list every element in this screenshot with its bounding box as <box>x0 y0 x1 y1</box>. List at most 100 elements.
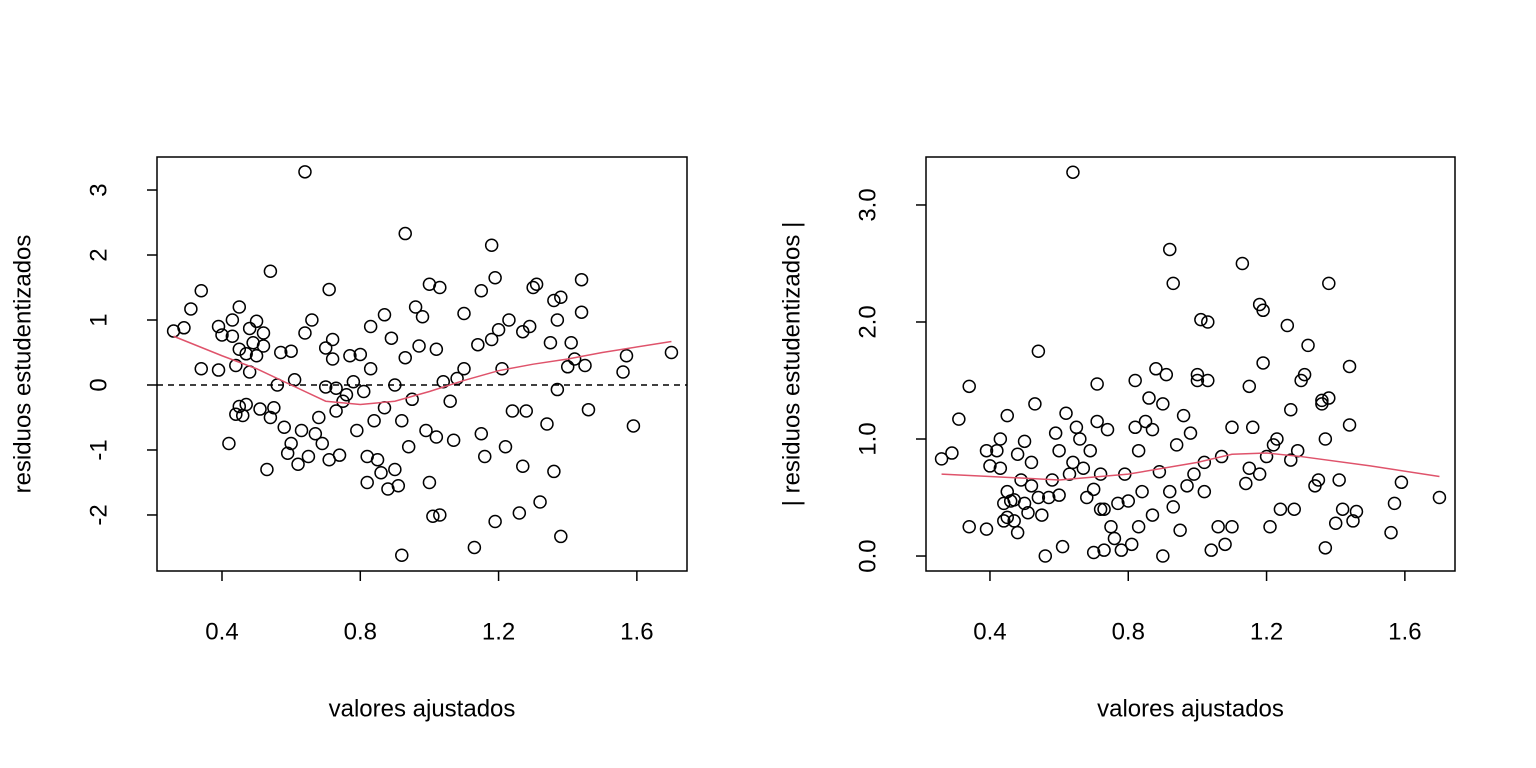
point <box>419 423 433 438</box>
point <box>550 313 565 327</box>
point <box>1128 373 1142 388</box>
point <box>346 374 361 389</box>
point <box>1090 377 1104 391</box>
point <box>332 448 347 462</box>
point <box>457 361 471 376</box>
point <box>291 457 305 472</box>
point <box>284 344 298 358</box>
point <box>1432 490 1447 505</box>
x-tick-label: 1.2 <box>482 618 515 645</box>
point <box>962 379 976 394</box>
point <box>1204 543 1218 557</box>
point <box>616 365 630 379</box>
point <box>1328 516 1343 531</box>
point <box>1076 461 1091 476</box>
point <box>1322 391 1336 405</box>
point <box>1052 443 1066 458</box>
point <box>962 520 976 534</box>
point <box>1093 467 1108 481</box>
point <box>1180 479 1194 493</box>
point <box>426 509 440 524</box>
point <box>256 326 271 340</box>
point <box>1166 276 1180 291</box>
point <box>298 165 312 179</box>
point <box>519 404 533 418</box>
point <box>1301 338 1315 353</box>
point <box>1138 414 1153 429</box>
smooth-line <box>941 452 1440 481</box>
point <box>1346 514 1360 528</box>
point <box>477 449 492 464</box>
point <box>388 378 402 392</box>
point <box>274 345 288 360</box>
x-tick-label: 0.8 <box>344 618 377 645</box>
point <box>533 495 547 509</box>
point <box>308 426 323 441</box>
point <box>1010 447 1025 461</box>
y-tick-label: 0 <box>85 378 112 391</box>
point <box>336 394 350 408</box>
point <box>1073 432 1087 446</box>
point <box>1124 537 1139 552</box>
point <box>446 433 461 447</box>
point <box>1156 397 1170 411</box>
point <box>1190 367 1205 382</box>
point <box>215 328 229 342</box>
point <box>1159 367 1174 382</box>
point <box>1114 543 1129 557</box>
point <box>1035 508 1049 522</box>
point <box>934 452 949 466</box>
x-tick-label: 1.6 <box>1388 618 1421 645</box>
point <box>1066 455 1080 470</box>
point <box>1297 367 1312 382</box>
point <box>1107 531 1122 546</box>
plot-frame <box>925 156 1456 572</box>
point <box>232 399 247 414</box>
point <box>1284 403 1298 417</box>
point <box>318 380 333 394</box>
x-tick-label: 1.2 <box>1250 618 1283 645</box>
point <box>256 339 271 353</box>
point <box>367 413 381 428</box>
point <box>312 410 326 425</box>
point <box>211 363 226 377</box>
point <box>471 337 485 352</box>
point <box>377 400 392 415</box>
point <box>1349 504 1364 519</box>
point <box>1176 408 1191 423</box>
point <box>263 264 278 279</box>
point <box>1000 510 1015 525</box>
point <box>370 452 385 467</box>
point <box>1290 443 1305 458</box>
point <box>564 335 578 350</box>
point <box>1242 379 1257 394</box>
point <box>1000 408 1015 423</box>
point <box>239 347 253 361</box>
point <box>405 392 419 407</box>
point <box>1387 496 1402 511</box>
point <box>395 413 409 428</box>
point <box>997 514 1011 528</box>
point <box>433 280 447 295</box>
point <box>277 420 291 434</box>
point <box>1104 520 1118 534</box>
point <box>1169 438 1184 452</box>
point <box>522 319 537 334</box>
point <box>952 412 966 426</box>
point <box>1235 256 1250 271</box>
point <box>1163 242 1177 257</box>
point <box>1342 359 1357 374</box>
point <box>1239 476 1253 491</box>
point <box>1225 420 1239 435</box>
point <box>1014 473 1028 487</box>
point <box>260 462 274 477</box>
point <box>1135 484 1149 499</box>
point <box>249 314 264 329</box>
point <box>263 410 278 425</box>
point <box>1010 525 1025 540</box>
point <box>329 404 343 418</box>
point <box>249 348 264 363</box>
point <box>1080 490 1094 505</box>
point <box>1342 418 1357 432</box>
point <box>284 436 298 451</box>
